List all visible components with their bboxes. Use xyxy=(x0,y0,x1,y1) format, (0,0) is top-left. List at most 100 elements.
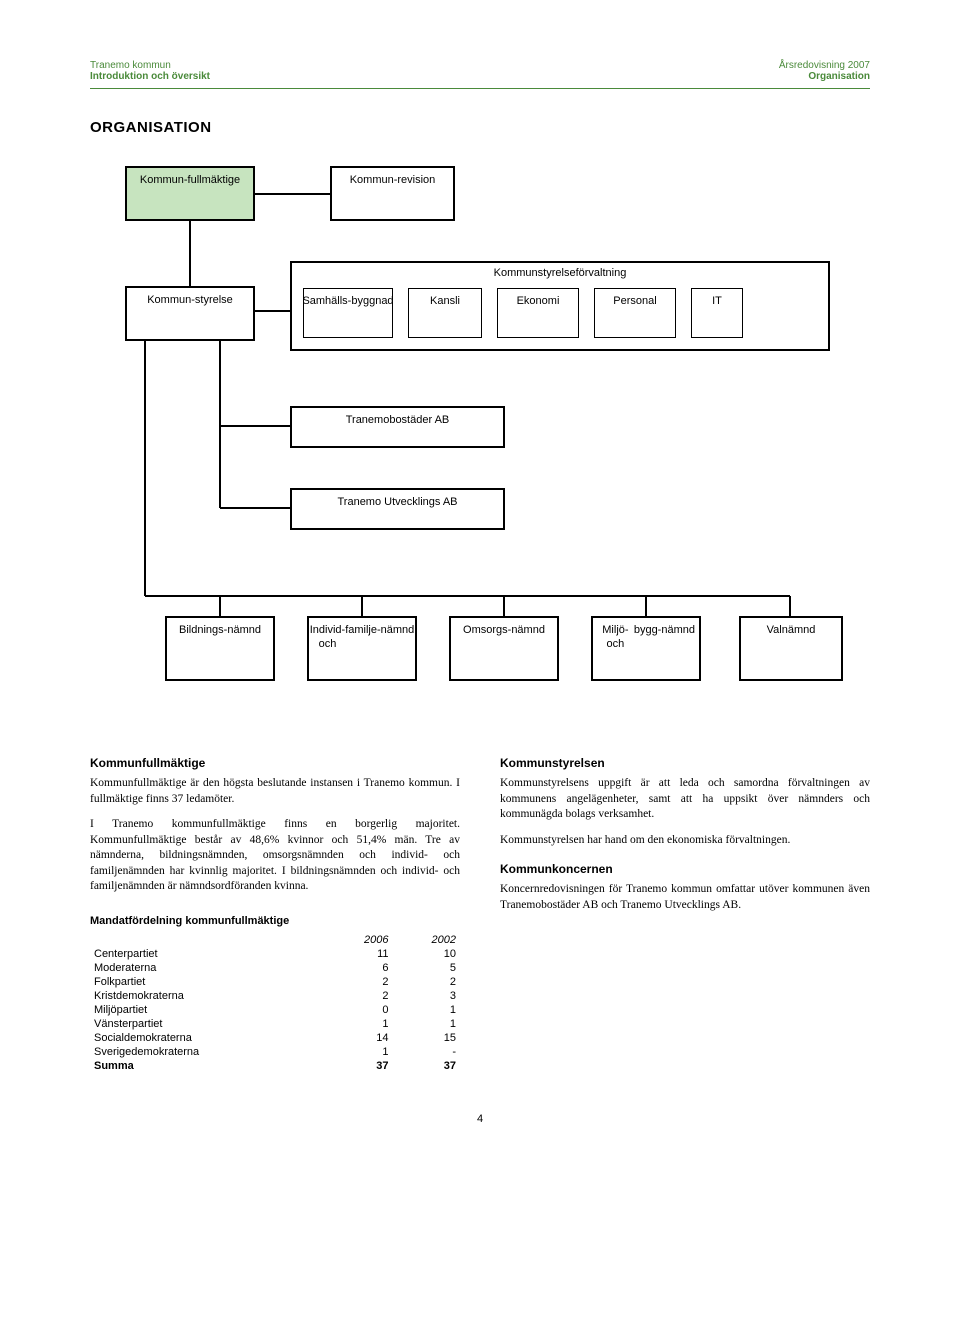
header-right-line1: Årsredovisning 2007 xyxy=(779,60,870,71)
mandate-cell: 1 xyxy=(393,1003,460,1017)
org-node-fullmaktige-label: Kommun- xyxy=(140,174,188,188)
org-node-styrelse: Kommun-styrelse xyxy=(125,286,255,341)
mandate-cell: Sverigedemokraterna xyxy=(90,1045,325,1059)
org-node-it: IT xyxy=(691,288,743,338)
mandate-cell: Centerpartiet xyxy=(90,947,325,961)
org-node-samhalls-label: byggnad xyxy=(351,295,393,309)
page-title: ORGANISATION xyxy=(90,119,870,136)
org-node-tranemobost-label: Tranemobostäder AB xyxy=(346,414,450,428)
org-node-personal: Personal xyxy=(594,288,676,338)
org-node-forvaltning-label: Kommunstyrelseförvaltning xyxy=(494,267,627,281)
org-node-valnamnd-label: Valnämnd xyxy=(767,624,816,638)
org-node-samhalls-label: Samhälls- xyxy=(302,295,351,309)
org-node-valnamnd: Valnämnd xyxy=(739,616,843,681)
mandate-cell: 10 xyxy=(393,947,460,961)
mandate-total-cell: Summa xyxy=(90,1059,325,1073)
org-node-styrelse-label: Kommun- xyxy=(147,294,195,308)
org-node-individ-label: Individ- och xyxy=(310,624,345,652)
org-node-miljo-label: bygg- xyxy=(634,624,662,638)
mandate-cell: 2 xyxy=(325,989,392,1003)
org-node-ekonomi: Ekonomi xyxy=(497,288,579,338)
mandate-row: Folkpartiet22 xyxy=(90,975,460,989)
org-node-revision-label: revision xyxy=(397,174,435,188)
org-chart: Kommun-fullmäktigeKommun-revisionKommun-… xyxy=(90,166,850,736)
org-node-personal-label: Personal xyxy=(613,295,656,309)
header-right: Årsredovisning 2007 Organisation xyxy=(779,60,870,82)
mandate-cell: 6 xyxy=(325,961,392,975)
mandate-total-cell: 37 xyxy=(325,1059,392,1073)
mandate-cell: Folkpartiet xyxy=(90,975,325,989)
page-header: Tranemo kommun Introduktion och översikt… xyxy=(90,60,870,89)
org-node-tranemobost: Tranemobostäder AB xyxy=(290,406,505,448)
org-node-tranemoutv-label: Tranemo Utvecklings AB xyxy=(337,496,457,510)
org-node-omsorg-label: nämnd xyxy=(511,624,545,638)
mandate-cell: 5 xyxy=(393,961,460,975)
mandate-col-header xyxy=(90,933,325,947)
text-columns: Kommunfullmäktige Kommunfullmäktige är d… xyxy=(90,756,870,1073)
org-node-individ: Individ- ochfamilje-nämnd xyxy=(307,616,417,681)
org-node-revision: Kommun-revision xyxy=(330,166,455,221)
page-number: 4 xyxy=(90,1113,870,1125)
org-node-bildning-label: Bildnings- xyxy=(179,624,227,638)
mandate-total-cell: 37 xyxy=(393,1059,460,1073)
org-node-kansli-label: Kansli xyxy=(430,295,460,309)
mandate-table-title: Mandatfördelning kommunfullmäktige xyxy=(90,915,460,927)
org-node-miljo-label: Miljö- och xyxy=(597,624,634,652)
header-right-line2: Organisation xyxy=(779,71,870,82)
right-column: Kommunstyrelsen Kommunstyrelsens uppgift… xyxy=(500,756,870,1073)
right-col-heading2: Kommunkoncernen xyxy=(500,862,870,876)
mandate-table: 20062002Centerpartiet1110Moderaterna65Fo… xyxy=(90,933,460,1073)
mandate-col-header: 2006 xyxy=(325,933,392,947)
org-node-omsorg-label: Omsorgs- xyxy=(463,624,511,638)
left-col-p2: I Tranemo kommunfullmäktige finns en bor… xyxy=(90,817,460,895)
mandate-total-row: Summa3737 xyxy=(90,1059,460,1073)
mandate-cell: 2 xyxy=(393,975,460,989)
org-node-miljo: Miljö- ochbygg-nämnd xyxy=(591,616,701,681)
org-node-fullmaktige: Kommun-fullmäktige xyxy=(125,166,255,221)
mandate-cell: Vänsterpartiet xyxy=(90,1017,325,1031)
org-node-bildning-label: nämnd xyxy=(227,624,261,638)
org-node-kansli: Kansli xyxy=(408,288,482,338)
mandate-cell: - xyxy=(393,1045,460,1059)
mandate-cell: 0 xyxy=(325,1003,392,1017)
header-left: Tranemo kommun Introduktion och översikt xyxy=(90,60,210,82)
mandate-cell: Kristdemokraterna xyxy=(90,989,325,1003)
mandate-row: Socialdemokraterna1415 xyxy=(90,1031,460,1045)
mandate-cell: Socialdemokraterna xyxy=(90,1031,325,1045)
mandate-row: Sverigedemokraterna1- xyxy=(90,1045,460,1059)
mandate-cell: 2 xyxy=(325,975,392,989)
mandate-cell: Miljöpartiet xyxy=(90,1003,325,1017)
org-node-miljo-label: nämnd xyxy=(661,624,695,638)
right-col-p3: Koncernredovisningen för Tranemo kommun … xyxy=(500,882,870,913)
mandate-row: Centerpartiet1110 xyxy=(90,947,460,961)
right-col-p1: Kommunstyrelsens uppgift är att leda och… xyxy=(500,776,870,823)
left-column: Kommunfullmäktige Kommunfullmäktige är d… xyxy=(90,756,460,1073)
header-left-line2: Introduktion och översikt xyxy=(90,71,210,82)
mandate-cell: 3 xyxy=(393,989,460,1003)
org-node-revision-label: Kommun- xyxy=(350,174,398,188)
mandate-row: Kristdemokraterna23 xyxy=(90,989,460,1003)
org-node-fullmaktige-label: fullmäktige xyxy=(188,174,241,188)
mandate-row: Miljöpartiet01 xyxy=(90,1003,460,1017)
org-node-bildning: Bildnings-nämnd xyxy=(165,616,275,681)
mandate-cell: 1 xyxy=(325,1017,392,1031)
mandate-row: Vänsterpartiet11 xyxy=(90,1017,460,1031)
mandate-cell: 14 xyxy=(325,1031,392,1045)
org-node-individ-label: nämnd xyxy=(381,624,415,638)
mandate-cell: 11 xyxy=(325,947,392,961)
org-node-it-label: IT xyxy=(712,295,722,309)
left-col-p1: Kommunfullmäktige är den högsta beslutan… xyxy=(90,776,460,807)
mandate-col-header: 2002 xyxy=(393,933,460,947)
org-node-tranemoutv: Tranemo Utvecklings AB xyxy=(290,488,505,530)
mandate-cell: 15 xyxy=(393,1031,460,1045)
right-col-heading1: Kommunstyrelsen xyxy=(500,756,870,770)
org-node-styrelse-label: styrelse xyxy=(195,294,233,308)
left-col-heading: Kommunfullmäktige xyxy=(90,756,460,770)
header-left-line1: Tranemo kommun xyxy=(90,60,210,71)
org-node-ekonomi-label: Ekonomi xyxy=(517,295,560,309)
org-node-omsorg: Omsorgs-nämnd xyxy=(449,616,559,681)
org-node-individ-label: familje- xyxy=(345,624,380,638)
mandate-row: Moderaterna65 xyxy=(90,961,460,975)
mandate-cell: 1 xyxy=(393,1017,460,1031)
mandate-cell: Moderaterna xyxy=(90,961,325,975)
